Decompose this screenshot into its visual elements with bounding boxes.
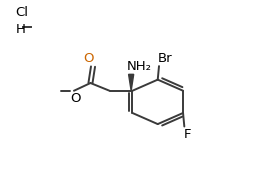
Text: O: O — [70, 92, 80, 105]
Text: H: H — [15, 23, 25, 36]
Text: NH₂: NH₂ — [126, 60, 152, 73]
Text: Cl: Cl — [15, 6, 28, 19]
Polygon shape — [128, 74, 134, 91]
Text: O: O — [83, 52, 94, 65]
Text: F: F — [184, 128, 191, 141]
Text: Br: Br — [158, 52, 172, 65]
